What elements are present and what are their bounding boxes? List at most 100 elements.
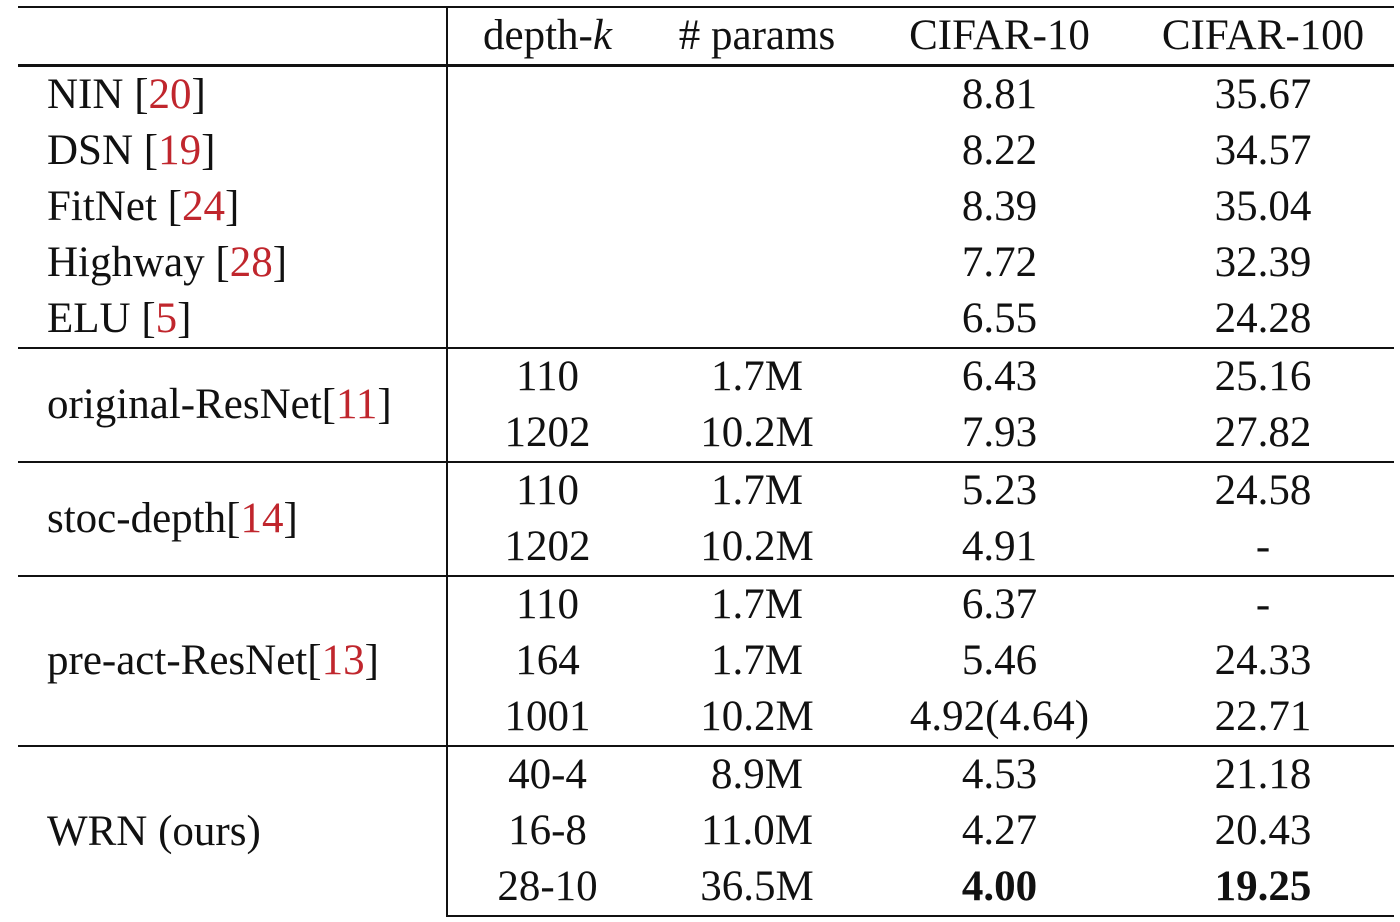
cifar10-cell: 7.72	[961, 239, 1038, 286]
results-table: depth-k # params CIFAR-10 CIFAR-100 NIN …	[18, 6, 1394, 917]
cifar10-cell: 4.27	[961, 807, 1038, 854]
citation-link[interactable]: 5	[155, 295, 178, 342]
cifar10-cell: 4.92(4.64)	[909, 693, 1090, 740]
cifar10-cell: 5.46	[961, 637, 1038, 684]
table-row: 16-8 11.0M 4.27 20.43	[18, 803, 1394, 859]
params-cell: 8.9M	[647, 745, 867, 803]
depth-cell: 164	[515, 637, 580, 684]
table-row: pre-act-ResNet[13] 110 1.7M 6.37 -	[18, 575, 1394, 746]
cifar10-cell: 8.39	[961, 183, 1038, 230]
method-label: original-ResNet	[47, 381, 322, 428]
depth-cell: 1001	[504, 693, 591, 740]
table-row: 1202 10.2M 4.91 -	[18, 519, 1394, 576]
depth-cell: 40-4	[447, 745, 647, 803]
method-label: WRN (ours)	[47, 807, 261, 855]
table-row: 1001 10.2M 4.92(4.64) 22.71	[18, 689, 1394, 746]
table-row: WRN (ours) 40-4 8.9M 4.53 21.18	[18, 745, 1394, 916]
method-name: stoc-depth[14]	[18, 461, 448, 576]
table-row: DSN [19] 8.22 34.57	[18, 123, 1394, 179]
cifar100-cell: 24.33	[1214, 637, 1312, 684]
method-label: NIN	[47, 71, 135, 118]
cifar10-best-cell: 4.00	[867, 859, 1132, 917]
cifar10-cell: 4.53	[867, 745, 1132, 803]
cifar100-cell: 25.16	[1132, 347, 1394, 405]
table-row: original-ResNet[11] 110 1.7M 6.43 25.16	[18, 347, 1394, 462]
params-cell: 10.2M	[700, 523, 814, 570]
method-name: FitNet [24]	[18, 179, 448, 235]
header-method	[18, 6, 448, 67]
header-depth-text: depth-	[483, 12, 593, 59]
table-row: ELU [5] 6.55 24.28	[18, 291, 1394, 348]
method-name: Highway [28]	[18, 235, 448, 291]
params-cell: 11.0M	[701, 807, 813, 854]
citation-link[interactable]: 13	[321, 637, 365, 684]
method-name: WRN (ours)	[18, 745, 448, 916]
citation-link[interactable]: 14	[240, 495, 284, 542]
method-label: DSN	[47, 127, 144, 174]
citation-link[interactable]: 24	[181, 183, 225, 230]
header-cifar100: CIFAR-100	[1132, 6, 1394, 67]
cifar10-cell: 8.22	[961, 127, 1038, 174]
params-cell: 10.2M	[700, 409, 814, 456]
depth-cell: 16-8	[508, 807, 587, 854]
cifar10-cell: 6.43	[867, 347, 1132, 405]
cifar10-cell: 6.37	[867, 575, 1132, 633]
header-row: depth-k # params CIFAR-10 CIFAR-100	[18, 6, 1394, 67]
citation-link[interactable]: 19	[158, 127, 202, 174]
depth-cell	[447, 66, 647, 124]
table-row: Highway [28] 7.72 32.39	[18, 235, 1394, 291]
method-label: stoc-depth	[47, 495, 227, 542]
depth-cell: 1202	[504, 409, 591, 456]
depth-cell	[447, 235, 647, 291]
header-depth: depth-k	[447, 6, 647, 67]
table-row: FitNet [24] 8.39 35.04	[18, 179, 1394, 235]
cifar100-cell: 22.71	[1214, 693, 1312, 740]
cifar10-cell: 4.91	[961, 523, 1038, 570]
cifar100-cell: 35.67	[1214, 71, 1312, 118]
header-cifar10: CIFAR-10	[867, 6, 1132, 67]
params-cell: 1.7M	[647, 347, 867, 405]
cifar100-cell: 24.28	[1214, 295, 1312, 342]
cifar100-cell: -	[1132, 575, 1394, 633]
cifar100-cell: 27.82	[1214, 409, 1312, 456]
cifar100-cell: 35.04	[1214, 183, 1312, 230]
depth-cell: 28-10	[447, 859, 647, 917]
depth-cell: 110	[447, 347, 647, 405]
depth-cell	[447, 123, 647, 179]
table-row: stoc-depth[14] 110 1.7M 5.23 24.58	[18, 461, 1394, 576]
cifar100-cell: 34.57	[1214, 127, 1312, 174]
params-cell	[647, 235, 867, 291]
method-label: pre-act-ResNet	[47, 637, 308, 684]
method-name: NIN [20]	[18, 65, 448, 123]
method-label: FitNet	[47, 183, 168, 230]
depth-cell: 110	[447, 461, 647, 519]
cifar100-best-cell: 19.25	[1132, 859, 1394, 917]
citation-link[interactable]: 20	[148, 71, 192, 118]
params-cell	[647, 123, 867, 179]
method-label: ELU	[47, 295, 142, 342]
header-params: # params	[647, 6, 867, 67]
depth-cell: 1202	[504, 523, 591, 570]
params-cell: 1.7M	[647, 575, 867, 633]
cifar10-cell: 8.81	[961, 71, 1038, 118]
depth-cell	[447, 179, 647, 235]
cifar10-cell: 5.23	[867, 461, 1132, 519]
table-row: 164 1.7M 5.46 24.33	[18, 633, 1394, 689]
cifar100-cell: 24.58	[1132, 461, 1394, 519]
method-name: ELU [5]	[18, 291, 448, 348]
params-cell: 36.5M	[647, 859, 867, 917]
params-cell: 1.7M	[711, 637, 803, 684]
cifar100-cell: 21.18	[1132, 745, 1394, 803]
depth-cell: 110	[447, 575, 647, 633]
table-row: 28-10 36.5M 4.00 19.25	[18, 859, 1394, 917]
table-row: 1202 10.2M 7.93 27.82	[18, 405, 1394, 462]
params-cell: 10.2M	[700, 693, 814, 740]
params-cell	[647, 291, 867, 348]
header-depth-k: k	[592, 12, 612, 59]
citation-link[interactable]: 11	[335, 381, 378, 428]
params-cell	[647, 66, 867, 124]
cifar100-cell: 20.43	[1214, 807, 1312, 854]
cifar100-cell: -	[1255, 523, 1271, 570]
params-cell: 1.7M	[647, 461, 867, 519]
citation-link[interactable]: 28	[229, 239, 273, 286]
